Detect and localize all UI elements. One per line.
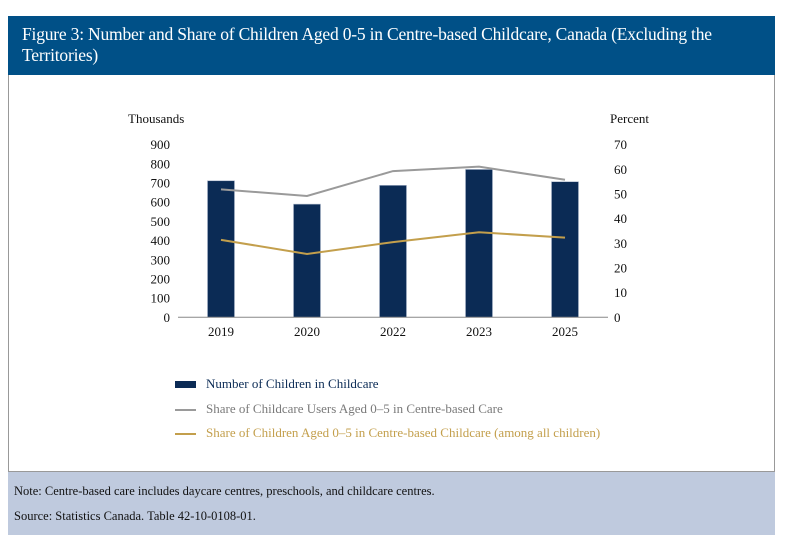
right-tick-label: 50 (614, 187, 627, 202)
left-tick-label: 600 (151, 195, 171, 210)
left-tick-label: 800 (151, 156, 171, 171)
legend-swatch-gray-line (175, 409, 196, 411)
footer: Note: Centre-based care includes daycare… (8, 472, 775, 535)
right-tick-label: 60 (614, 162, 627, 177)
x-tick-label: 2023 (466, 324, 492, 339)
left-axis-label: Thousands (128, 111, 184, 126)
x-tick-label: 2019 (208, 324, 234, 339)
left-tick-label: 900 (151, 137, 171, 152)
x-tick-label: 2020 (294, 324, 320, 339)
source: Source: Statistics Canada. Table 42-10-0… (14, 509, 256, 523)
legend-label-gray-line: Share of Childcare Users Aged 0–5 in Cen… (206, 401, 503, 416)
bar-2020 (293, 203, 321, 318)
right-tick-label: 20 (614, 260, 627, 275)
bar-2023 (465, 169, 493, 318)
legend-swatch-bar (175, 381, 196, 388)
right-tick-label: 0 (614, 310, 621, 325)
note: Note: Centre-based care includes daycare… (14, 484, 435, 498)
left-tick-label: 700 (151, 176, 171, 191)
left-tick-label: 500 (151, 214, 171, 229)
x-tick-label: 2025 (552, 324, 578, 339)
left-tick-label: 400 (151, 233, 171, 248)
figure-title: Figure 3: Number and Share of Children A… (8, 16, 775, 75)
left-tick-label: 300 (151, 252, 171, 267)
right-axis-label: Percent (610, 111, 649, 126)
right-tick-label: 30 (614, 236, 627, 251)
bar-2019 (207, 180, 235, 318)
right-tick-label: 40 (614, 211, 627, 226)
bar-2025 (551, 181, 579, 318)
x-tick-label: 2022 (380, 324, 406, 339)
legend-label-gold-line: Share of Children Aged 0–5 in Centre-bas… (206, 425, 601, 440)
left-tick-label: 100 (151, 291, 171, 306)
left-tick-label: 200 (151, 271, 171, 286)
left-tick-label: 0 (164, 310, 171, 325)
legend-label-bar: Number of Children in Childcare (206, 376, 379, 391)
legend-swatch-gold-line (175, 433, 196, 435)
bar-2022 (379, 185, 407, 318)
right-tick-label: 70 (614, 137, 627, 152)
right-tick-label: 10 (614, 285, 627, 300)
